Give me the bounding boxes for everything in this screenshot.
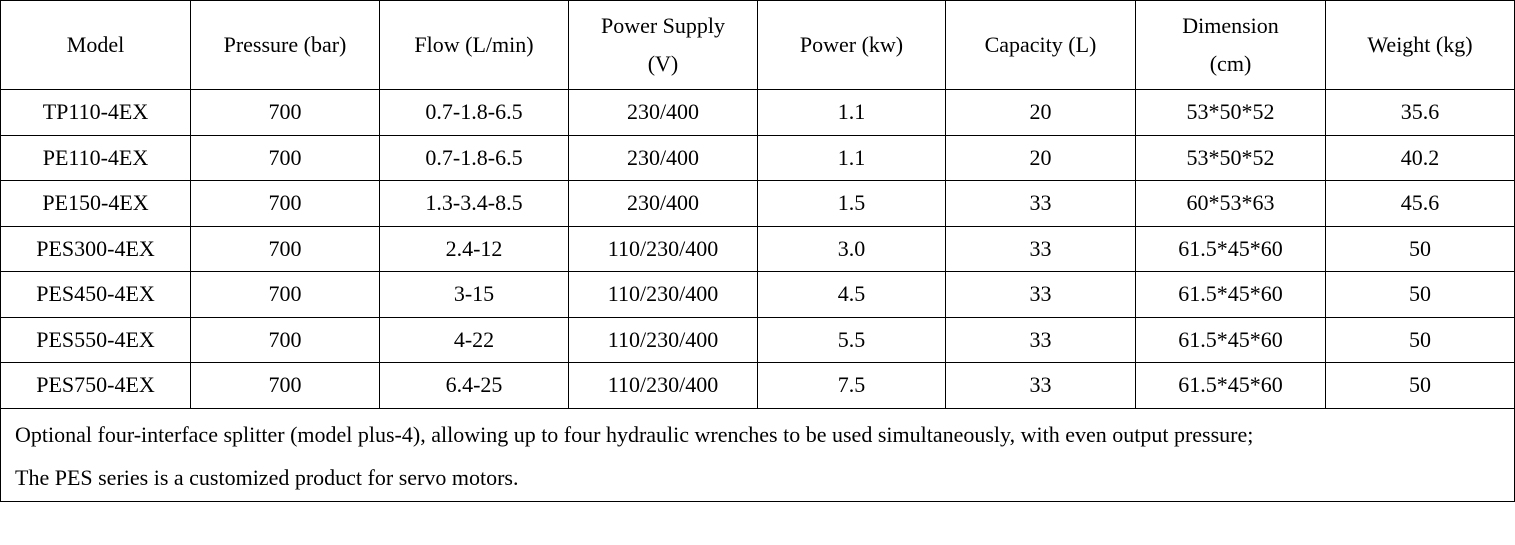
- table-cell: 20: [945, 134, 1136, 181]
- table-cell: 35.6: [1325, 89, 1515, 136]
- table-cell: 1.5: [757, 180, 946, 227]
- table-cell: 700: [190, 180, 380, 227]
- note-text: Optional four-interface splitter (model …: [15, 421, 1254, 447]
- table-cell: PES750-4EX: [0, 362, 191, 409]
- table-cell: 1.1: [757, 134, 946, 181]
- table-cell: 53*50*52: [1135, 89, 1326, 136]
- table-cell: 0.7-1.8-6.5: [379, 89, 569, 136]
- header-text: Capacity (L): [984, 32, 1097, 57]
- table-cell: 50: [1325, 362, 1515, 409]
- table-row: PES550-4EX 700 4-22 110/230/400 5.5 33 61.5*45…: [0, 316, 1515, 363]
- header-cell: Dimension (cm): [1135, 0, 1326, 90]
- table-cell: PES450-4EX: [0, 271, 191, 318]
- table-cell: 60*53*63: [1135, 180, 1326, 227]
- table-cell: 33: [945, 225, 1136, 272]
- table-cell: 230/400: [568, 134, 758, 181]
- table-cell: 33: [945, 271, 1136, 318]
- notes-row: Optional four-interface splitter (model …: [0, 407, 1515, 502]
- header-text: Model: [66, 32, 125, 57]
- table-cell: 3-15: [379, 271, 569, 318]
- table-row: PES300-4EX 700 2.4-12 110/230/400 3.0 33 61.5*…: [0, 225, 1515, 272]
- table-cell: 0.7-1.8-6.5: [379, 134, 569, 181]
- table-cell: 61.5*45*60: [1135, 362, 1326, 409]
- table-cell: PE110-4EX: [0, 134, 191, 181]
- table-cell: 230/400: [568, 180, 758, 227]
- table-row: PE110-4EX 700 0.7-1.8-6.5 230/400 1.1 20 53*50…: [0, 134, 1515, 181]
- header-cell: Flow (L/min): [379, 0, 569, 90]
- table-row: PES450-4EX 700 3-15 110/230/400 4.5 33 61.5*45…: [0, 271, 1515, 318]
- header-cell: Power (kw): [757, 0, 946, 90]
- table-cell: 110/230/400: [568, 362, 758, 409]
- table-cell: 110/230/400: [568, 225, 758, 272]
- table-cell: 230/400: [568, 89, 758, 136]
- table-cell: PES300-4EX: [0, 225, 191, 272]
- header-text: Dimension: [1182, 13, 1279, 38]
- header-text: Power Supply: [600, 13, 726, 38]
- header-cell: Power Supply (V): [568, 0, 758, 90]
- header-text: (V): [647, 51, 679, 76]
- table-cell: 700: [190, 316, 380, 363]
- table-cell: PES550-4EX: [0, 316, 191, 363]
- table-cell: 5.5: [757, 316, 946, 363]
- table-cell: 61.5*45*60: [1135, 316, 1326, 363]
- table-cell: 33: [945, 316, 1136, 363]
- table-row: PES750-4EX 700 6.4-25 110/230/400 7.5 33 61.5*…: [0, 362, 1515, 409]
- table-cell: 53*50*52: [1135, 134, 1326, 181]
- table-cell: 50: [1325, 225, 1515, 272]
- table-cell: 1.1: [757, 89, 946, 136]
- table-cell: PE150-4EX: [0, 180, 191, 227]
- header-text: Pressure (bar): [223, 32, 347, 57]
- table-row: PE150-4EX 700 1.3-3.4-8.5 230/400 1.5 33 60*53…: [0, 180, 1515, 227]
- table-cell: 20: [945, 89, 1136, 136]
- table-cell: 2.4-12: [379, 225, 569, 272]
- table-cell: 700: [190, 134, 380, 181]
- header-text: Flow (L/min): [414, 32, 534, 57]
- table-cell: 33: [945, 180, 1136, 227]
- table-cell: 4.5: [757, 271, 946, 318]
- table-cell: 45.6: [1325, 180, 1515, 227]
- note-text: The PES series is a customized product f…: [15, 464, 519, 490]
- header-text: Weight (kg): [1367, 32, 1473, 57]
- table-cell: 3.0: [757, 225, 946, 272]
- table-cell: 700: [190, 271, 380, 318]
- table-cell: 40.2: [1325, 134, 1515, 181]
- table-cell: 4-22: [379, 316, 569, 363]
- table-cell: 61.5*45*60: [1135, 225, 1326, 272]
- table-cell: 110/230/400: [568, 271, 758, 318]
- table-cell: 50: [1325, 316, 1515, 363]
- header-row: Model Pressure (bar) Flow (L/min) Power Sup…: [0, 0, 1515, 90]
- table-cell: 1.3-3.4-8.5: [379, 180, 569, 227]
- table-cell: 700: [190, 89, 380, 136]
- table-cell: 700: [190, 362, 380, 409]
- table-cell: 700: [190, 225, 380, 272]
- header-cell: Pressure (bar): [190, 0, 380, 90]
- header-cell: Weight (kg): [1325, 0, 1515, 90]
- table-cell: 50: [1325, 271, 1515, 318]
- table-cell: 61.5*45*60: [1135, 271, 1326, 318]
- table-cell: 110/230/400: [568, 316, 758, 363]
- header-cell: Capacity (L): [945, 0, 1136, 90]
- header-text: Power (kw): [799, 32, 904, 57]
- table-cell: TP110-4EX: [0, 89, 191, 136]
- table-cell: 7.5: [757, 362, 946, 409]
- header-cell: Model: [0, 0, 191, 90]
- table-cell: 6.4-25: [379, 362, 569, 409]
- spec-table: Model Pressure (bar) Flow (L/min) Power Sup…: [0, 0, 1515, 502]
- notes-cell: Optional four-interface splitter (model …: [0, 407, 1515, 502]
- table-body: TP110-4EX 700 0.7-1.8-6.5 230/400 1.1 20 53*50…: [0, 89, 1515, 502]
- table-cell: 33: [945, 362, 1136, 409]
- header-text: (cm): [1209, 51, 1252, 76]
- table-row: TP110-4EX 700 0.7-1.8-6.5 230/400 1.1 20 53*50…: [0, 89, 1515, 136]
